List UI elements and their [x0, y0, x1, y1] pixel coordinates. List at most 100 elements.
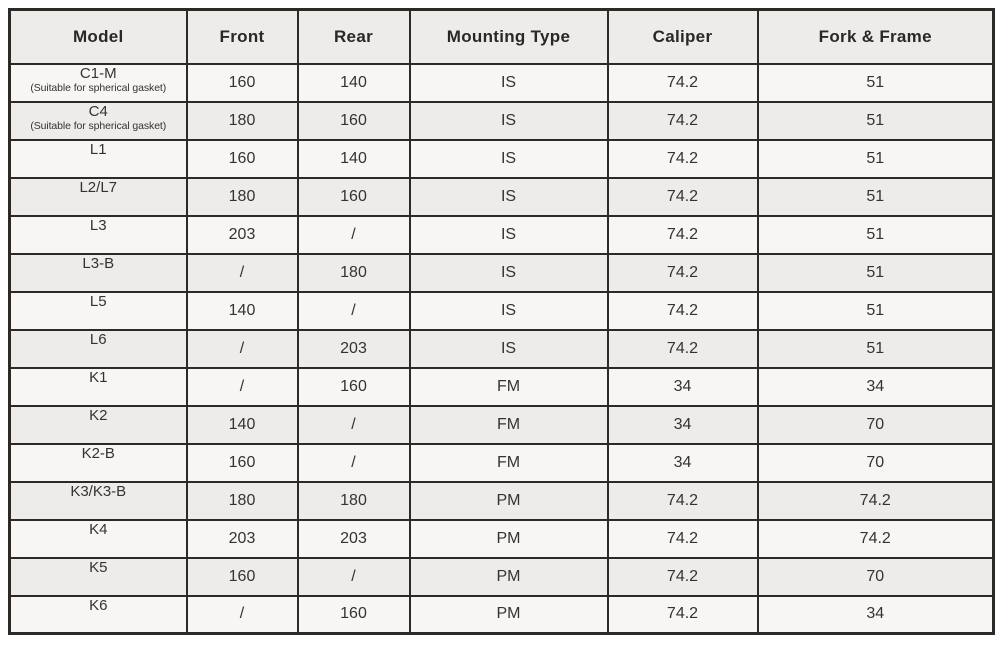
column-header-model: Model — [8, 8, 188, 65]
table-row: C4 (Suitable for spherical gasket) 180 160 I… — [8, 100, 995, 141]
cell-fork-frame: 51 — [756, 214, 995, 255]
cell-rear: / — [296, 442, 411, 483]
cell-caliper: 74.2 — [606, 518, 759, 559]
cell-rear: / — [296, 214, 411, 255]
cell-fork-frame: 70 — [756, 556, 995, 597]
table-row: L3 203/IS 74.2 51 — [8, 214, 995, 255]
model-name: K3/K3-B — [70, 482, 127, 500]
table-row: K2 140/FM 34 70 — [8, 404, 995, 445]
cell-mounting: FM — [408, 366, 609, 407]
cell-fork-frame: 51 — [756, 328, 995, 369]
cell-rear: 203 — [296, 328, 411, 369]
cell-rear: 180 — [296, 480, 411, 521]
cell-caliper: 74.2 — [606, 252, 759, 293]
cell-model: K6 — [8, 594, 188, 635]
table-row: L3-B /180 IS 74.2 51 — [8, 252, 995, 293]
cell-caliper: 74.2 — [606, 138, 759, 179]
model-name: K1 — [89, 368, 108, 386]
table-row: L1 160 140 IS 74.2 51 — [8, 138, 995, 179]
cell-front: 160 — [185, 138, 299, 179]
cell-fork-frame: 70 — [756, 404, 995, 445]
cell-fork-frame: 51 — [756, 290, 995, 331]
cell-rear: / — [296, 556, 411, 597]
cell-rear: / — [296, 404, 411, 445]
cell-rear: 140 — [296, 62, 411, 103]
cell-mounting: FM — [408, 442, 609, 483]
cell-mounting: IS — [408, 252, 609, 293]
cell-caliper: 74.2 — [606, 328, 759, 369]
cell-fork-frame: 51 — [756, 62, 995, 103]
table-row: K4 203 203 PM 74.2 74.2 — [8, 518, 995, 559]
cell-caliper: 74.2 — [606, 480, 759, 521]
model-name: L5 — [89, 292, 107, 310]
brake-spec-table: Model Front Rear Mounting Type Caliper F… — [8, 8, 995, 635]
model-name: K2-B — [81, 444, 115, 462]
cell-front: 203 — [185, 214, 299, 255]
cell-rear: 140 — [296, 138, 411, 179]
cell-mounting: IS — [408, 100, 609, 141]
model-name: L3 — [89, 216, 107, 234]
cell-front: 180 — [185, 176, 299, 217]
cell-front: 160 — [185, 442, 299, 483]
cell-model: L5 — [8, 290, 188, 331]
cell-caliper: 74.2 — [606, 62, 759, 103]
model-name: L1 — [89, 140, 107, 158]
table-row: L5 140/IS 74.2 51 — [8, 290, 995, 331]
cell-caliper: 74.2 — [606, 214, 759, 255]
column-header-front: Front — [185, 8, 299, 65]
cell-caliper: 34 — [606, 442, 759, 483]
cell-rear: 180 — [296, 252, 411, 293]
header-row: Model Front Rear Mounting Type Caliper F… — [8, 8, 995, 65]
cell-mounting: IS — [408, 62, 609, 103]
model-name: C1-M — [79, 64, 117, 82]
model-name: L6 — [89, 330, 107, 348]
cell-model: L6 — [8, 328, 188, 369]
cell-fork-frame: 51 — [756, 252, 995, 293]
cell-front: / — [185, 594, 299, 635]
cell-fork-frame: 74.2 — [756, 480, 995, 521]
cell-mounting: IS — [408, 176, 609, 217]
cell-fork-frame: 34 — [756, 366, 995, 407]
cell-front: 180 — [185, 480, 299, 521]
cell-caliper: 74.2 — [606, 556, 759, 597]
cell-caliper: 34 — [606, 404, 759, 445]
cell-mounting: PM — [408, 480, 609, 521]
cell-front: 203 — [185, 518, 299, 559]
cell-model: K5 — [8, 556, 188, 597]
table-row: K5 160/PM 74.2 70 — [8, 556, 995, 597]
cell-rear: 160 — [296, 366, 411, 407]
cell-fork-frame: 51 — [756, 100, 995, 141]
cell-front: 160 — [185, 556, 299, 597]
column-header-mounting-type: Mounting Type — [408, 8, 609, 65]
table-row: K2-B 160/FM 34 70 — [8, 442, 995, 483]
cell-mounting: IS — [408, 328, 609, 369]
cell-caliper: 34 — [606, 366, 759, 407]
cell-mounting: PM — [408, 556, 609, 597]
cell-mounting: PM — [408, 594, 609, 635]
cell-mounting: FM — [408, 404, 609, 445]
column-header-fork-frame: Fork & Frame — [756, 8, 995, 65]
table-row: C1-M (Suitable for spherical gasket) 160 14… — [8, 62, 995, 103]
cell-model: L3 — [8, 214, 188, 255]
cell-fork-frame: 70 — [756, 442, 995, 483]
cell-front: 180 — [185, 100, 299, 141]
model-note: (Suitable for spherical gasket) — [30, 81, 167, 94]
cell-mounting: IS — [408, 138, 609, 179]
cell-front: 140 — [185, 404, 299, 445]
cell-fork-frame: 51 — [756, 138, 995, 179]
model-name: C4 — [88, 102, 108, 120]
cell-fork-frame: 34 — [756, 594, 995, 635]
column-header-rear: Rear — [296, 8, 411, 65]
table-row: L2/L7 180 160 IS 74.2 51 — [8, 176, 995, 217]
cell-front: 140 — [185, 290, 299, 331]
cell-caliper: 74.2 — [606, 594, 759, 635]
cell-model: K2-B — [8, 442, 188, 483]
cell-model: L2/L7 — [8, 176, 188, 217]
table-row: L6 /203 IS 74.2 51 — [8, 328, 995, 369]
column-header-caliper: Caliper — [606, 8, 759, 65]
cell-caliper: 74.2 — [606, 100, 759, 141]
cell-model: L1 — [8, 138, 188, 179]
cell-front: / — [185, 328, 299, 369]
cell-rear: 203 — [296, 518, 411, 559]
cell-model: K3/K3-B — [8, 480, 188, 521]
